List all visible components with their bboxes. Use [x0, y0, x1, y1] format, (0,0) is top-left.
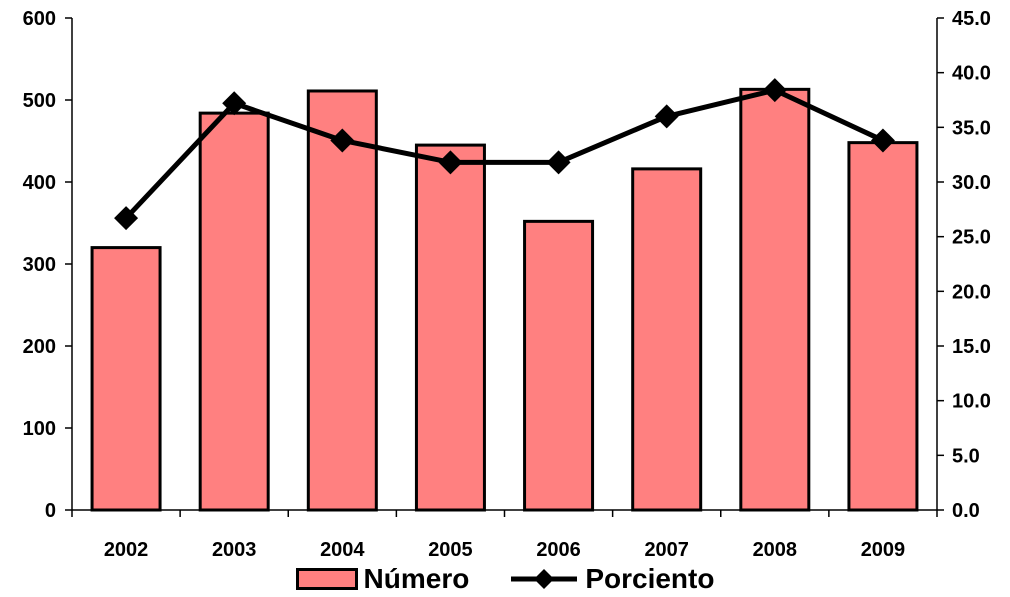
bar-2008: [739, 87, 811, 512]
bar-2006: [523, 219, 595, 512]
left-tick-label: 200: [23, 336, 56, 358]
porciento-marker-2003: [222, 91, 247, 116]
porciento-marker-2002: [114, 206, 139, 231]
legend-bar-swatch: [295, 568, 358, 590]
category-label-2005: 2005: [428, 539, 473, 561]
legend-line-diamond-icon: [511, 569, 578, 589]
left-axis-tick-labels: 0 100 200 300 400 500 600: [23, 8, 56, 522]
right-tick-label: 30.0: [952, 172, 991, 194]
right-tick-label: 35.0: [952, 117, 991, 139]
right-tick-label: 5.0: [952, 445, 980, 467]
right-tick-label: 20.0: [952, 281, 991, 303]
legend-item-porciento: Porciento: [509, 563, 714, 595]
porciento-marker-2004: [330, 128, 355, 153]
category-label-2007: 2007: [644, 539, 689, 561]
bar-2005: [414, 143, 486, 512]
left-tick-label: 300: [23, 254, 56, 276]
bar-series-numero: [90, 87, 919, 512]
porciento-marker-2008: [762, 78, 787, 103]
right-tick-label: 45.0: [952, 8, 991, 30]
category-label-2004: 2004: [320, 539, 365, 561]
category-tick-labels: 2002 2003 2004 2005 2006 2007 2008 2009: [104, 539, 905, 561]
porciento-line: [124, 87, 884, 220]
category-label-2002: 2002: [104, 539, 149, 561]
left-tick-label: 100: [23, 418, 56, 440]
category-label-2009: 2009: [861, 539, 906, 561]
left-tick-label: 400: [23, 172, 56, 194]
line-series-porciento: [114, 78, 895, 231]
legend: Número Porciento: [0, 562, 1010, 596]
right-tick-label: 0.0: [952, 500, 980, 522]
category-label-2008: 2008: [753, 539, 798, 561]
axes: [65, 17, 944, 517]
bar-2002: [90, 246, 162, 512]
left-tick-label: 0: [45, 500, 56, 522]
bar-2007: [631, 167, 703, 512]
bar-2009: [847, 141, 919, 512]
porciento-marker-2007: [654, 104, 679, 129]
category-label-2003: 2003: [212, 539, 257, 561]
porciento-marker-2009: [870, 128, 895, 153]
right-tick-label: 15.0: [952, 336, 991, 358]
right-tick-label: 10.0: [952, 391, 991, 413]
category-label-2006: 2006: [536, 539, 581, 561]
bar-2003: [198, 111, 270, 512]
left-tick-label: 600: [23, 8, 56, 30]
porciento-marker-2006: [546, 150, 571, 175]
legend-item-numero: Número: [295, 563, 470, 595]
bar-2004: [306, 89, 378, 512]
legend-label-numero: Número: [363, 563, 470, 594]
porciento-marker-2005: [438, 150, 463, 175]
right-tick-label: 40.0: [952, 63, 991, 85]
right-axis-tick-labels: 0.0 5.0 10.0 15.0 20.0 25.0 30.0 35.0 40.0 45.0: [952, 8, 991, 522]
legend-label-porciento: Porciento: [585, 563, 715, 594]
left-tick-label: 500: [23, 90, 56, 112]
right-tick-label: 25.0: [952, 227, 991, 249]
